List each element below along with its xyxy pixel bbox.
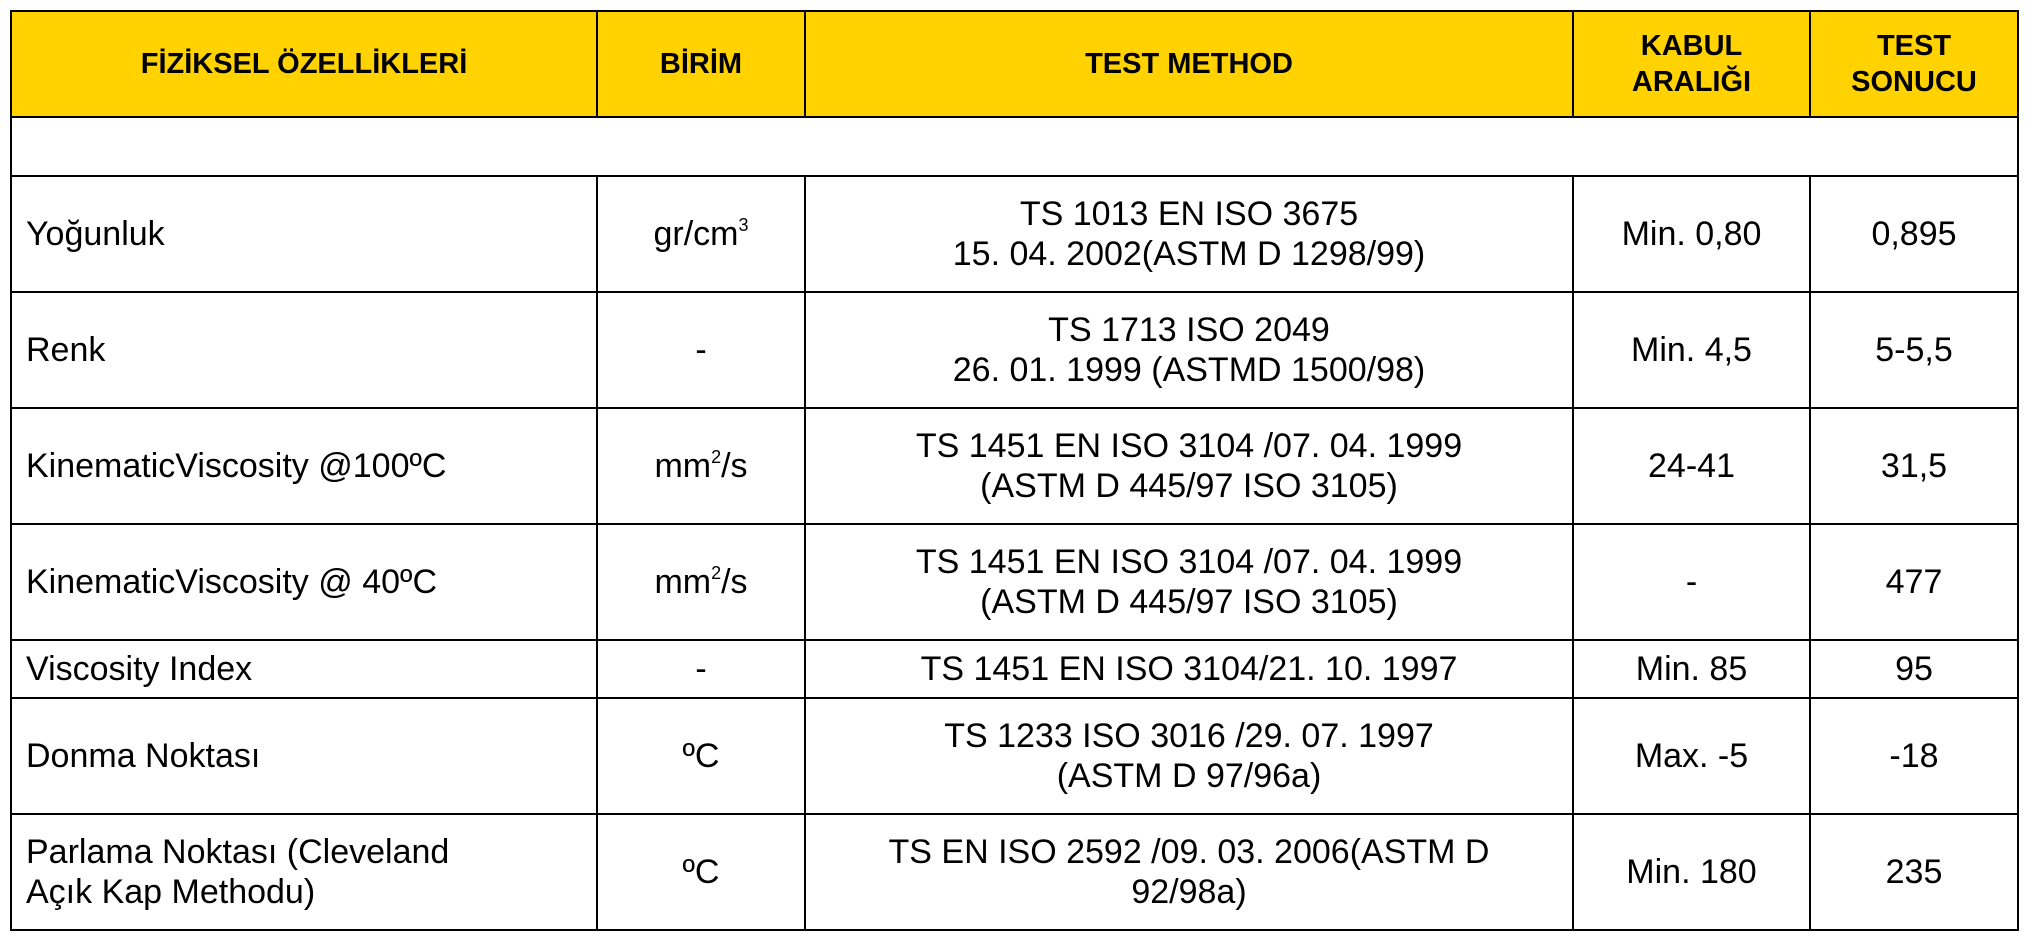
range-cell: Min. 0,80 [1572, 175, 1811, 293]
header-cell: BİRİM [596, 10, 806, 118]
result-cell: 477 [1809, 523, 2019, 641]
result-cell: -18 [1809, 697, 2019, 815]
property-cell: Viscosity Index [10, 639, 598, 699]
unit-superscript: 2 [711, 447, 722, 467]
data-row: KinematicViscosity @ 40ºC mm2/s TS 1451 EN… [10, 523, 2019, 641]
header-cell: TEST METHOD [804, 10, 1574, 118]
cell-line: TS 1451 EN ISO 3104 /07. 04. 1999 [915, 427, 1463, 465]
cell-line: 92/98a) [1131, 873, 1247, 911]
result-cell: 235 [1809, 813, 2019, 931]
unit-cell: ºC [596, 697, 806, 815]
unit-superscript: 3 [738, 215, 749, 235]
cell-line: ARALIĞI [1631, 66, 1752, 98]
cell-line: TS 1451 EN ISO 3104 /07. 04. 1999 [915, 543, 1463, 581]
result-cell: 0,895 [1809, 175, 2019, 293]
range-cell: Min. 4,5 [1572, 291, 1811, 409]
unit-text: - [695, 650, 707, 688]
unit-superscript: 2 [711, 563, 722, 583]
header-cell: TEST SONUCU [1809, 10, 2019, 118]
data-row: Donma Noktası ºC TS 1233 ISO 3016 /29. 07.… [10, 697, 2019, 815]
unit-cell: ºC [596, 813, 806, 931]
result-cell: 95 [1809, 639, 2019, 699]
cell-line: KinematicViscosity @ 40ºC [26, 563, 438, 601]
cell-line: Yoğunluk [26, 215, 165, 253]
data-row: KinematicViscosity @100ºC mm2/s TS 1451 EN… [10, 407, 2019, 525]
method-cell: TS 1013 EN ISO 3675 15. 04. 2002(ASTM D 1… [804, 175, 1574, 293]
header-cell: FİZİKSEL ÖZELLİKLERİ [10, 10, 598, 118]
cell-line: 26. 01. 1999 (ASTMD 1500/98) [952, 351, 1426, 389]
range-cell: Max. -5 [1572, 697, 1811, 815]
unit-cell: mm2/s [596, 407, 806, 525]
unit-text: ºC [682, 737, 720, 775]
data-row: Viscosity Index - TS 1451 EN ISO 3104/21. … [10, 639, 2019, 699]
property-cell: Yoğunluk [10, 175, 598, 293]
unit-text: gr/cm [653, 215, 739, 253]
cell-line: (ASTM D 445/97 ISO 3105) [980, 583, 1398, 621]
cell-line: 15. 04. 2002(ASTM D 1298/99) [952, 235, 1426, 273]
empty-cell [10, 116, 2019, 177]
property-cell: Renk [10, 291, 598, 409]
range-cell: Min. 180 [1572, 813, 1811, 931]
data-row: Parlama Noktası (Cleveland Açık Kap Metho… [10, 813, 2019, 931]
cell-line: Açık Kap Methodu) [26, 873, 316, 911]
cell-line: Viscosity Index [26, 650, 253, 688]
cell-line: SONUCU [1851, 66, 1977, 98]
unit-text: - [695, 331, 707, 369]
range-cell: Min. 85 [1572, 639, 1811, 699]
range-cell: 24-41 [1572, 407, 1811, 525]
cell-line: TS 1233 ISO 3016 /29. 07. 1997 [944, 717, 1434, 755]
cell-line: Parlama Noktası (Cleveland [26, 833, 450, 871]
cell-line: TS 1451 EN ISO 3104/21. 10. 1997 [920, 650, 1458, 688]
cell-line: (ASTM D 445/97 ISO 3105) [980, 467, 1398, 505]
unit-cell: mm2/s [596, 523, 806, 641]
cell-line: KABUL [1640, 30, 1743, 62]
result-cell: 31,5 [1809, 407, 2019, 525]
method-cell: TS 1233 ISO 3016 /29. 07. 1997 (ASTM D 97… [804, 697, 1574, 815]
property-cell: Donma Noktası [10, 697, 598, 815]
spec-table: FİZİKSEL ÖZELLİKLERİ BİRİM TEST METHOD KABU… [10, 10, 2019, 931]
cell-line: TS 1013 EN ISO 3675 [1019, 195, 1359, 233]
unit-text: mm [654, 563, 712, 601]
property-cell: KinematicViscosity @100ºC [10, 407, 598, 525]
unit-cell: gr/cm3 [596, 175, 806, 293]
unit-text: ºC [682, 853, 720, 891]
property-cell: Parlama Noktası (Cleveland Açık Kap Metho… [10, 813, 598, 931]
header-cell: KABUL ARALIĞI [1572, 10, 1811, 118]
empty-row [10, 116, 2019, 177]
cell-line: Donma Noktası [26, 737, 261, 775]
header-row: FİZİKSEL ÖZELLİKLERİ BİRİM TEST METHOD KABU… [10, 10, 2019, 118]
method-cell: TS EN ISO 2592 /09. 03. 2006(ASTM D 92/98… [804, 813, 1574, 931]
unit-cell: - [596, 291, 806, 409]
method-cell: TS 1451 EN ISO 3104 /07. 04. 1999 (ASTM D… [804, 407, 1574, 525]
unit-suffix: /s [721, 447, 748, 485]
range-cell: - [1572, 523, 1811, 641]
cell-line: TS 1713 ISO 2049 [1048, 311, 1330, 349]
property-cell: KinematicViscosity @ 40ºC [10, 523, 598, 641]
result-cell: 5-5,5 [1809, 291, 2019, 409]
unit-cell: - [596, 639, 806, 699]
unit-suffix: /s [721, 563, 748, 601]
cell-line: Renk [26, 331, 106, 369]
data-row: Renk - TS 1713 ISO 2049 26. 01. 1999 (ASTMD… [10, 291, 2019, 409]
method-cell: TS 1451 EN ISO 3104/21. 10. 1997 [804, 639, 1574, 699]
cell-line: (ASTM D 97/96a) [1056, 757, 1322, 795]
data-row: Yoğunluk gr/cm3 TS 1013 EN ISO 3675 15. 04.… [10, 175, 2019, 293]
method-cell: TS 1451 EN ISO 3104 /07. 04. 1999 (ASTM D… [804, 523, 1574, 641]
cell-line: KinematicViscosity @100ºC [26, 447, 447, 485]
unit-text: mm [654, 447, 712, 485]
cell-line: TEST [1876, 30, 1952, 62]
cell-line: TS EN ISO 2592 /09. 03. 2006(ASTM D [888, 833, 1490, 871]
method-cell: TS 1713 ISO 2049 26. 01. 1999 (ASTMD 1500… [804, 291, 1574, 409]
